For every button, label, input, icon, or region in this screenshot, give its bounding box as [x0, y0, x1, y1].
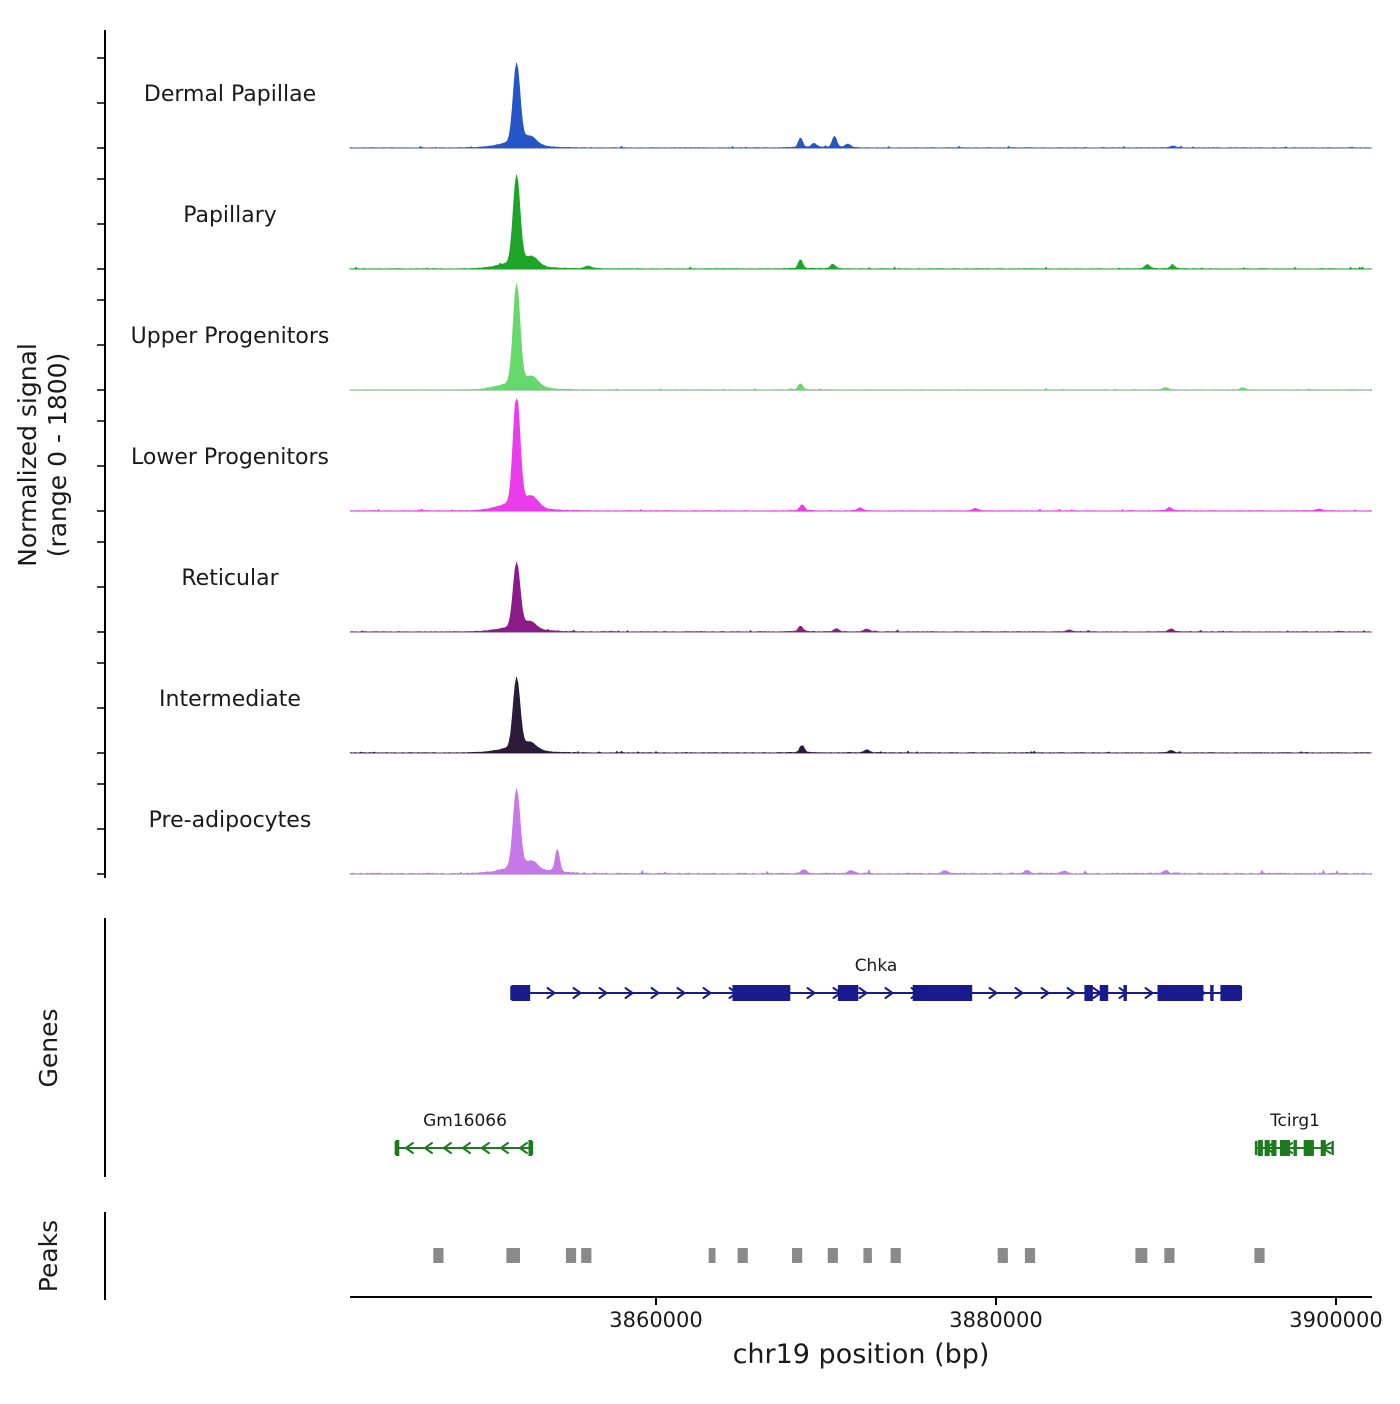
strand-arrow — [858, 987, 869, 999]
strand-arrow — [572, 987, 583, 999]
x-tick-label-3860000: 3860000 — [609, 1308, 703, 1332]
exon-box — [912, 985, 973, 1001]
exon-box — [732, 985, 791, 1001]
exon-box — [1220, 985, 1241, 1001]
peak-box — [827, 1248, 838, 1263]
exon-box — [1293, 1140, 1297, 1156]
strand-arrow — [1066, 987, 1077, 999]
exon-box — [1271, 1140, 1277, 1156]
strand-arrow — [598, 987, 609, 999]
signal-area — [349, 677, 1371, 754]
track-label-upper-progenitors: Upper Progenitors — [131, 324, 330, 349]
peak-box — [890, 1248, 901, 1263]
exon-box — [395, 1140, 400, 1156]
signal-track-intermediate — [97, 662, 1372, 754]
strand-arrow — [499, 1142, 509, 1154]
exon-box — [1157, 985, 1204, 1001]
signal-area — [349, 174, 1371, 270]
strand-arrow — [404, 1142, 414, 1154]
y-axis-label-line1: Normalized signal — [13, 343, 42, 567]
gene-gm16066 — [394, 1140, 534, 1156]
track-label-dermal-papillae: Dermal Papillae — [144, 82, 316, 107]
peak-box — [708, 1248, 716, 1263]
y-axis-label-line2: (range 0 - 1800) — [43, 353, 72, 558]
signal-area — [349, 398, 1371, 512]
exon-box — [1210, 985, 1214, 1001]
gene-label-chka: Chka — [855, 956, 898, 976]
exon-box — [1279, 1140, 1291, 1156]
peak-box — [581, 1248, 592, 1263]
track-label-intermediate: Intermediate — [159, 687, 301, 712]
exon-box — [837, 985, 859, 1001]
gene-label-gm16066: Gm16066 — [423, 1111, 507, 1131]
signal-area — [349, 283, 1371, 391]
signal-track-papillary — [97, 174, 1372, 270]
genes-section-label: Genes — [34, 1008, 63, 1087]
track-label-papillary: Papillary — [183, 203, 277, 228]
signal-track-dermal-papillae — [97, 57, 1372, 149]
strand-arrow — [702, 987, 713, 999]
generated-chart-layer — [97, 57, 1372, 1305]
strand-arrow — [650, 987, 661, 999]
exon-box — [528, 1140, 532, 1156]
peak-box — [433, 1248, 444, 1263]
strand-arrow — [988, 987, 999, 999]
strand-arrow — [884, 987, 895, 999]
strand-arrow — [806, 987, 817, 999]
strand-arrow — [676, 987, 687, 999]
peaks-track — [433, 1248, 1265, 1263]
peak-box — [565, 1248, 577, 1263]
exon-box — [1320, 1140, 1326, 1156]
peak-box — [1164, 1248, 1175, 1263]
exon-box — [1264, 1140, 1270, 1156]
strand-arrow — [1040, 987, 1051, 999]
exon-box — [1123, 985, 1127, 1001]
strand-arrow — [480, 1142, 490, 1154]
peak-box — [1024, 1248, 1036, 1263]
track-label-pre-adipocytes: Pre-adipocytes — [149, 808, 312, 833]
peak-box — [997, 1248, 1008, 1263]
strand-arrow — [1144, 987, 1155, 999]
strand-arrow — [1014, 987, 1025, 999]
signal-track-upper-progenitors — [97, 283, 1372, 391]
exon-box — [1303, 1140, 1314, 1156]
exon-box — [1257, 1140, 1263, 1156]
x-tick-label-3880000: 3880000 — [949, 1308, 1043, 1332]
x-tick-label-3900000: 3900000 — [1289, 1308, 1383, 1332]
peak-box — [792, 1248, 803, 1263]
signal-area — [349, 62, 1371, 149]
track-label-lower-progenitors: Lower Progenitors — [131, 445, 329, 470]
peak-box — [863, 1248, 872, 1263]
strand-arrow — [442, 1142, 452, 1154]
signal-track-reticular — [97, 541, 1372, 633]
exon-box — [511, 985, 531, 1001]
gene-label-tcirg1: Tcirg1 — [1269, 1111, 1320, 1131]
x-axis-title: chr19 position (bp) — [733, 1339, 990, 1370]
signal-track-pre-adipocytes — [97, 783, 1372, 875]
peaks-section-label: Peaks — [34, 1220, 63, 1292]
peak-box — [1135, 1248, 1148, 1263]
strand-arrow — [461, 1142, 471, 1154]
peak-box — [506, 1248, 520, 1263]
strand-arrow — [624, 987, 635, 999]
peak-box — [1254, 1248, 1265, 1263]
signal-track-lower-progenitors — [97, 398, 1372, 512]
signal-area — [349, 561, 1371, 633]
gene-chka — [510, 985, 1243, 1001]
strand-arrow — [518, 1142, 528, 1154]
peak-box — [737, 1248, 748, 1263]
exon-box — [1099, 985, 1109, 1001]
strand-arrow — [546, 987, 557, 999]
signal-area — [349, 788, 1371, 875]
track-label-reticular: Reticular — [181, 566, 279, 591]
exon-box — [1084, 985, 1093, 1001]
strand-arrow — [423, 1142, 433, 1154]
gene-tcirg1 — [1254, 1140, 1334, 1156]
